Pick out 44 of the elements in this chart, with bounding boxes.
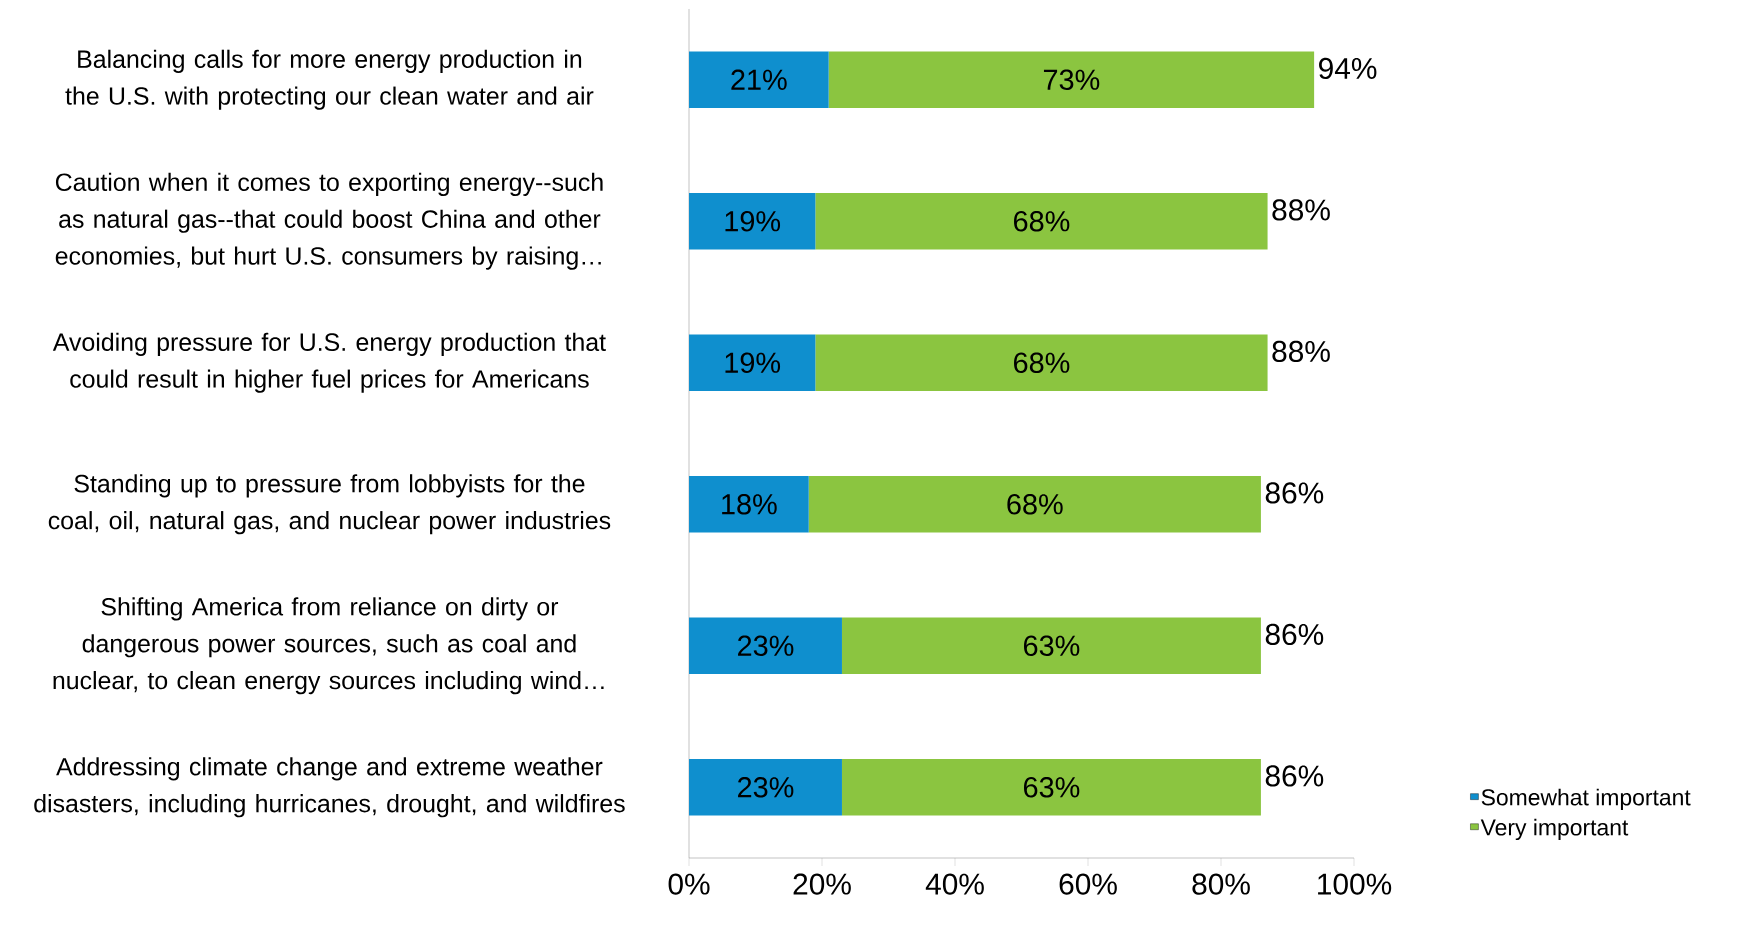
legend-label: Very important: [1480, 818, 1629, 841]
data-label: 23%: [738, 635, 794, 656]
bar: [828, 51, 1315, 109]
data-label: 23%: [738, 777, 794, 798]
y-tick-label: Addressing climate change and extreme weather disasters, including hurricanes, drought, and wildfires: [34, 757, 625, 818]
data-label: 19%: [725, 352, 781, 373]
data-label: 63%: [1024, 777, 1080, 798]
total-label: 88%: [1272, 199, 1330, 221]
x-tick-label: 40%: [925, 873, 984, 895]
y-tick-label: Shifting America from reliance on dirty or dangerous power sources, such as coal and nuclear, to clean energy sources including wind…: [53, 597, 604, 695]
total-label: 88%: [1272, 340, 1330, 363]
total-label: 86%: [1265, 765, 1324, 787]
legend-label: Somewhat important: [1481, 788, 1691, 811]
bar: [689, 334, 816, 392]
bar: [815, 192, 1268, 250]
y-tick-label: Standing up to pressure from lobbyists for the coal, oil, natural gas, and nuclear power industries: [48, 474, 611, 535]
x-tick-label: 60%: [1059, 873, 1117, 895]
data-label: 21%: [731, 69, 787, 90]
data-label: 68%: [1014, 352, 1070, 373]
x-tick-label: 0%: [668, 873, 710, 895]
data-label: 18%: [722, 494, 777, 515]
y-tick-label: Caution when it comes to exporting energy--such as natural gas--that could boost China and other economies, but hurt U.S. consumers by raising…: [55, 172, 603, 270]
data-label: 68%: [1014, 211, 1070, 232]
x-tick-label: 100%: [1318, 873, 1392, 895]
bar: [815, 334, 1268, 392]
bar: [689, 758, 842, 816]
bar: [689, 475, 809, 533]
bar: [808, 475, 1261, 533]
bar: [841, 617, 1261, 675]
data-label: 63%: [1024, 635, 1080, 656]
x-tick-label: 80%: [1192, 873, 1250, 895]
total-label: 86%: [1265, 623, 1324, 646]
bar: [841, 758, 1261, 816]
data-label: 19%: [725, 211, 781, 232]
y-tick-label: Balancing calls for more energy production in the U.S. with protecting our clean water and air: [65, 49, 594, 110]
data-label: 73%: [1043, 69, 1100, 90]
bar: [689, 192, 816, 250]
total-label: 86%: [1265, 482, 1324, 504]
data-label: 68%: [1007, 494, 1063, 515]
bar: [689, 617, 842, 675]
y-tick-label: Avoiding pressure for U.S. energy production that could result in higher fuel prices for Americans: [52, 332, 606, 393]
bar: [689, 51, 829, 109]
x-tick-label: 20%: [793, 873, 851, 895]
total-label: 94%: [1319, 57, 1377, 80]
